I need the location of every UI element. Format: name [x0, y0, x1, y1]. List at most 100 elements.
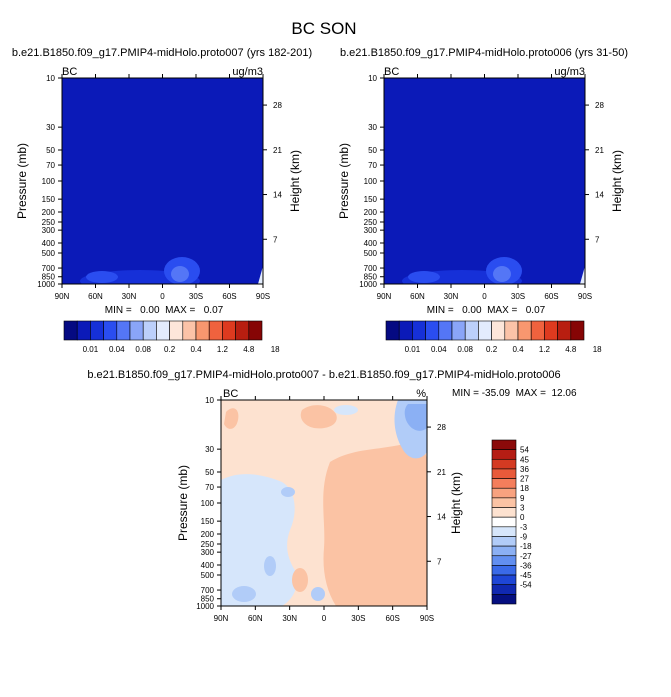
pc-height-tick-label: 14 — [437, 513, 446, 522]
panel-c-contour-mid-negative — [281, 487, 295, 497]
panel-a-colorbar — [63, 320, 263, 341]
panel-b-ylabel-right: Height (km) — [610, 150, 624, 212]
pa-colorbar-box — [142, 320, 157, 341]
pc-x-tick-label: 90N — [214, 614, 229, 623]
pb-y-tick-label: 50 — [368, 146, 377, 155]
pa-colorbar-box — [116, 320, 131, 341]
pb-height-tick-label: 14 — [595, 191, 604, 200]
pc-y-tick-label: 30 — [205, 445, 214, 454]
panel-a-stats: MIN = 0.00 MAX = 0.07 — [105, 305, 224, 316]
pb-colorbar-box — [530, 320, 545, 341]
pa-colorbar-label: 0.04 — [109, 345, 125, 354]
pb-x-tick-label: 90S — [578, 292, 592, 301]
panel-a-colorbar-labels: 0.01 0.04 0.08 0.2 0.4 1.2 4.8 18 — [83, 345, 281, 354]
pb-colorbar-box — [464, 320, 479, 341]
pa-y-tick-label: 850 — [42, 273, 56, 282]
pb-colorbar-box — [451, 320, 466, 341]
pc-colorbar-box — [491, 574, 517, 586]
panel-b-colorbar-labels: 0.01 0.04 0.08 0.2 0.4 1.2 4.8 18 — [405, 345, 603, 354]
pa-y-tick-label: 10 — [46, 74, 55, 83]
pb-y-tick-label: 150 — [364, 195, 378, 204]
panel-b-var-label: BC — [384, 66, 399, 78]
panel-a-x-ticks: 90N 60N 30N 0 30S 60S 90S — [55, 74, 270, 301]
pa-height-tick-label: 21 — [273, 146, 282, 155]
pa-y-tick-label: 30 — [46, 123, 55, 132]
pb-y-tick-label: 200 — [364, 208, 378, 217]
pa-y-tick-label: 400 — [42, 239, 56, 248]
pa-y-tick-label: 150 — [42, 195, 56, 204]
pb-colorbar-box — [438, 320, 453, 341]
pc-y-tick-label: 400 — [201, 561, 215, 570]
panel-b-background — [384, 78, 585, 284]
pc-y-tick-label: 200 — [201, 530, 215, 539]
panel-c-contour-west-negative — [221, 474, 298, 606]
panel-a: b.e21.B1850.f09_g17.PMIP4-midHolo.proto0… — [12, 47, 312, 354]
pb-y-tick-label: 850 — [364, 273, 378, 282]
panel-a-ylabel-right: Height (km) — [288, 150, 302, 212]
pa-colorbar-box — [222, 320, 236, 341]
panel-a-background — [62, 78, 263, 284]
panel-a-plot-area — [61, 77, 264, 285]
pc-height-tick-label: 28 — [437, 423, 446, 432]
pa-x-tick-label: 90N — [55, 292, 70, 301]
pc-colorbar-box — [491, 487, 517, 499]
pc-x-tick-label: 60N — [248, 614, 263, 623]
pc-colorbar-label: -3 — [520, 523, 528, 532]
pc-colorbar-box — [491, 555, 517, 566]
pa-colorbar-box — [129, 320, 144, 341]
pc-colorbar-label: -36 — [520, 561, 532, 570]
pa-y-tick-label: 250 — [42, 218, 56, 227]
panel-b-colorbar — [385, 320, 585, 341]
pa-y-tick-label: 200 — [42, 208, 56, 217]
panel-c-contour-south-pole-core — [404, 404, 427, 431]
pc-colorbar-box — [491, 439, 517, 450]
panel-c-contour-surface-negative — [232, 586, 256, 602]
pa-height-tick-label: 14 — [273, 191, 282, 200]
pb-x-tick-label: 60S — [544, 292, 558, 301]
pc-y-tick-label: 10 — [205, 396, 214, 405]
pc-colorbar-label: 0 — [520, 513, 525, 522]
pa-colorbar-label: 0.01 — [83, 345, 99, 354]
pc-height-tick-label: 21 — [437, 468, 446, 477]
pb-y-tick-label: 70 — [368, 161, 377, 170]
pa-y-tick-label: 700 — [42, 264, 56, 273]
pa-colorbar-box — [248, 320, 263, 341]
pa-colorbar-label: 1.2 — [217, 345, 229, 354]
pc-y-tick-label: 700 — [201, 586, 215, 595]
panel-a-contour-edge — [258, 266, 263, 284]
pa-y-tick-label: 50 — [46, 146, 55, 155]
pb-colorbar-label: 0.01 — [405, 345, 421, 354]
pb-y-tick-label: 10 — [368, 74, 377, 83]
panel-b: b.e21.B1850.f09_g17.PMIP4-midHolo.proto0… — [337, 47, 628, 354]
pb-colorbar-label: 0.04 — [431, 345, 447, 354]
pb-colorbar-label: 0.2 — [486, 345, 498, 354]
pa-x-tick-label: 30N — [122, 292, 137, 301]
pb-height-tick-label: 7 — [595, 235, 600, 244]
pc-y-tick-label: 1000 — [196, 602, 214, 611]
pc-colorbar-label: 45 — [520, 455, 529, 464]
panel-c-units-label: % — [416, 388, 426, 400]
panel-c-contours — [221, 400, 427, 606]
pb-y-tick-label: 300 — [364, 226, 378, 235]
panel-a-units-label: ug/m3 — [232, 66, 263, 78]
pb-y-tick-label: 1000 — [359, 280, 377, 289]
pb-colorbar-box — [544, 320, 558, 341]
panel-a-var-label: BC — [62, 66, 77, 78]
panel-b-title: b.e21.B1850.f09_g17.PMIP4-midHolo.proto0… — [340, 47, 628, 59]
pc-height-tick-label: 7 — [437, 557, 442, 566]
pc-y-tick-label: 850 — [201, 595, 215, 604]
pc-y-tick-label: 300 — [201, 548, 215, 557]
pc-colorbar-label: -45 — [520, 571, 532, 580]
pb-y-tick-label: 100 — [364, 177, 378, 186]
pb-colorbar-box — [491, 320, 506, 341]
pa-colorbar-box — [156, 320, 170, 341]
pa-y-tick-label: 1000 — [37, 280, 55, 289]
panel-c-title: b.e21.B1850.f09_g17.PMIP4-midHolo.proto0… — [87, 369, 560, 381]
pb-colorbar-box — [570, 320, 585, 341]
panel-b-stats: MIN = 0.00 MAX = 0.07 — [427, 305, 546, 316]
pc-x-tick-label: 30N — [282, 614, 297, 623]
pa-colorbar-box — [103, 320, 118, 341]
panel-b-height-ticks: 28 21 14 7 — [585, 101, 604, 244]
panel-a-height-ticks: 28 21 14 7 — [263, 101, 282, 244]
